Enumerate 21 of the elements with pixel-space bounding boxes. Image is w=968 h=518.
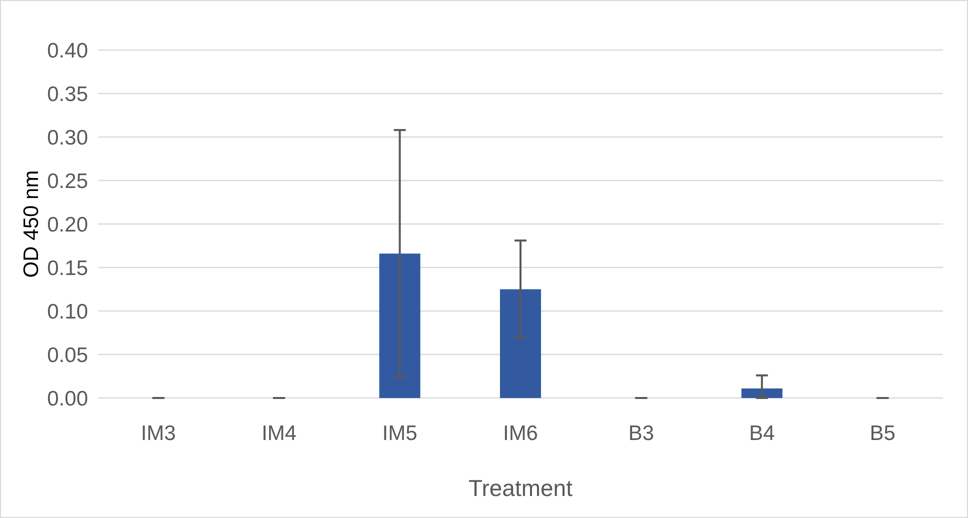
y-tick-label: 0.20	[47, 213, 88, 236]
x-axis-title: Treatment	[468, 475, 574, 501]
y-tick-label: 0.05	[47, 344, 88, 367]
x-tick-label: IM5	[382, 422, 418, 445]
y-tick-label: 0.40	[47, 39, 88, 62]
y-tick-label: 0.15	[47, 256, 88, 280]
bar	[379, 254, 420, 398]
x-tick-label: IM4	[262, 422, 297, 445]
y-tick-label: 0.30	[47, 126, 88, 150]
x-tick-label: IM6	[502, 422, 538, 445]
bar	[500, 289, 542, 398]
y-tick-label: 0.00	[47, 387, 88, 410]
x-tick-label: B5	[870, 422, 896, 445]
y-tick-label: 0.35	[47, 82, 88, 106]
y-tick-label: 0.10	[47, 300, 88, 324]
bar	[741, 388, 782, 398]
y-axis-title: OD 450 nm	[20, 170, 43, 278]
x-tick-label: B4	[749, 422, 776, 445]
y-tick-label: 0.25	[47, 170, 88, 193]
x-tick-label: IM3	[140, 422, 176, 445]
x-tick-label: B3	[628, 422, 654, 445]
